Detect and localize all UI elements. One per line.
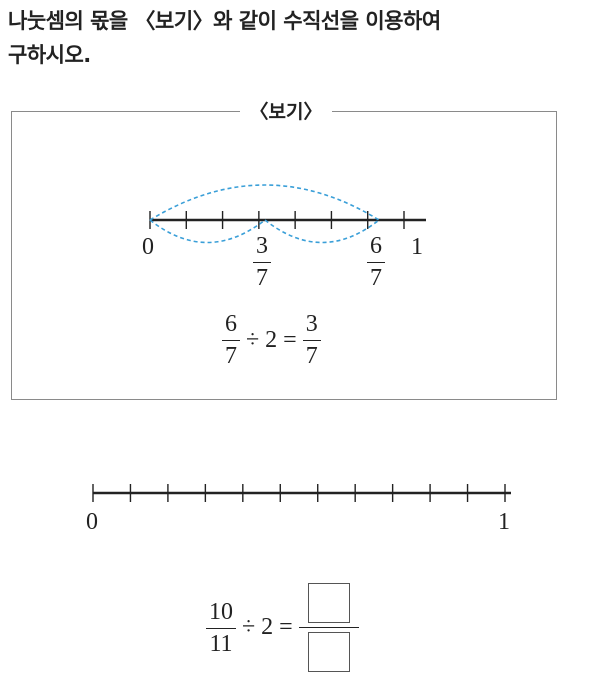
fraction-denominator: 7 (225, 343, 237, 369)
example-title: 〈보기〉 (240, 100, 332, 124)
divide-sign: ÷ (246, 326, 260, 353)
fraction-denominator: 7 (305, 343, 318, 369)
example-label-3-7: 3 7 (253, 233, 271, 291)
example-dividend: 6 7 (222, 311, 240, 369)
divisor: 2 (261, 614, 274, 640)
fraction-bar (253, 262, 271, 263)
fraction-bar (206, 627, 236, 629)
fraction-bar (298, 627, 359, 628)
problem-ticks (92, 484, 506, 502)
example-number-line (149, 184, 426, 244)
fraction-bar (302, 340, 321, 341)
example-arc-half-2 (264, 219, 380, 244)
fraction-numerator: 3 (256, 233, 268, 259)
example-label-1: 1 (411, 234, 423, 260)
fraction-numerator: 6 (370, 233, 382, 259)
answer-fraction (298, 583, 359, 672)
equals-sign: = (283, 326, 297, 353)
fraction-denominator: 11 (209, 630, 233, 657)
example-result: 3 7 (302, 311, 321, 369)
fraction-numerator: 10 (209, 598, 233, 625)
example-label-6-7: 6 7 (367, 233, 385, 291)
question-line-1: 나눗셈의 몫을 〈보기〉와 같이 수직선을 이용하여 (8, 9, 441, 33)
divisor: 2 (265, 326, 278, 353)
problem-label-1: 1 (498, 509, 510, 535)
equals-sign: = (279, 614, 293, 640)
fraction-denominator: 7 (370, 265, 382, 291)
example-arc-whole (149, 184, 380, 221)
fraction-denominator: 7 (256, 265, 268, 291)
fraction-bar (222, 340, 240, 341)
fraction-bar (367, 262, 385, 263)
problem-number-line (92, 484, 511, 502)
problem-equation: 10 11 ÷ 2 = (206, 583, 359, 672)
answer-numerator-box[interactable] (307, 583, 350, 623)
question-line-2: 구하시오. (8, 43, 91, 67)
question-text: 나눗셈의 몫을 〈보기〉와 같이 수직선을 이용하여 구하시오. (8, 4, 588, 72)
divide-sign: ÷ (242, 614, 256, 640)
problem-label-0: 0 (86, 509, 98, 535)
example-label-0: 0 (142, 234, 154, 260)
fraction-numerator: 3 (305, 311, 318, 337)
example-equation: 6 7 ÷ 2 = 3 7 (222, 311, 321, 369)
answer-denominator-box[interactable] (307, 632, 350, 672)
example-arc-half-1 (149, 219, 266, 244)
fraction-numerator: 6 (225, 311, 237, 337)
problem-dividend: 10 11 (206, 599, 236, 657)
